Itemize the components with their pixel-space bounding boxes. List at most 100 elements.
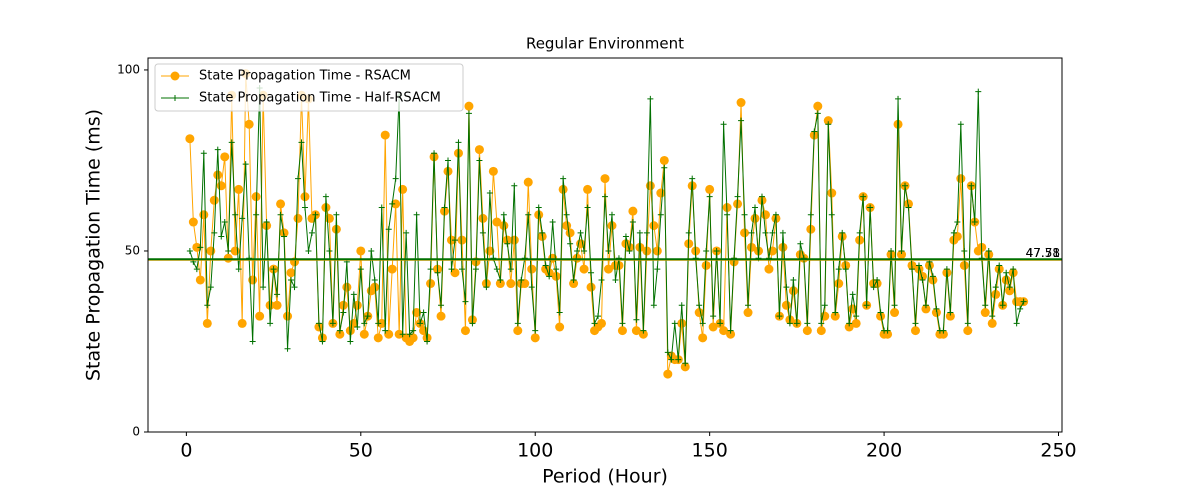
- marker: [938, 329, 948, 339]
- marker: [336, 327, 343, 334]
- marker: [645, 181, 655, 191]
- chart-title: Regular Environment: [526, 35, 684, 53]
- marker: [891, 302, 898, 309]
- marker: [710, 313, 717, 320]
- marker: [823, 116, 833, 126]
- marker: [445, 157, 452, 164]
- marker: [980, 308, 990, 318]
- marker: [200, 150, 207, 157]
- marker: [703, 247, 710, 254]
- x-tick-label: 150: [692, 440, 728, 462]
- marker: [277, 211, 284, 218]
- marker: [357, 266, 364, 273]
- marker: [720, 121, 727, 128]
- marker: [455, 139, 462, 146]
- marker: [1013, 320, 1020, 327]
- marker: [206, 246, 216, 256]
- marker: [694, 308, 704, 318]
- marker: [968, 182, 975, 189]
- x-tick-label: 250: [1040, 440, 1076, 462]
- marker: [989, 313, 996, 320]
- marker: [192, 242, 202, 252]
- marker: [919, 276, 926, 283]
- marker: [483, 284, 490, 291]
- marker: [586, 282, 596, 292]
- marker: [359, 329, 369, 339]
- marker: [912, 320, 919, 327]
- marker: [867, 204, 874, 211]
- marker: [291, 284, 298, 291]
- marker: [577, 229, 584, 236]
- marker: [223, 253, 233, 263]
- marker: [193, 266, 200, 273]
- marker: [608, 211, 615, 218]
- marker: [860, 193, 867, 200]
- marker: [495, 279, 505, 289]
- marker: [1003, 269, 1010, 276]
- marker: [450, 268, 460, 278]
- marker: [551, 271, 561, 281]
- y-axis-label: State Propagation Time (ms): [83, 109, 105, 381]
- marker: [830, 311, 840, 321]
- marker: [626, 247, 633, 254]
- mean-label: 47.71: [1026, 246, 1060, 260]
- marker: [661, 164, 668, 171]
- y-tick-label: 50: [125, 243, 140, 257]
- marker: [539, 229, 546, 236]
- marker: [204, 302, 211, 309]
- marker: [664, 349, 671, 356]
- marker: [213, 170, 223, 180]
- marker: [776, 313, 783, 320]
- marker: [474, 145, 484, 155]
- marker: [378, 204, 385, 211]
- marker: [380, 130, 390, 140]
- x-tick-label: 0: [180, 440, 192, 462]
- marker: [274, 291, 281, 298]
- marker: [954, 219, 961, 226]
- marker: [943, 266, 950, 273]
- series: [186, 85, 1027, 367]
- legend-label: State Propagation Time - Half-RSACM: [199, 91, 441, 106]
- marker: [636, 229, 643, 236]
- marker: [842, 266, 849, 273]
- x-axis-label: Period (Hour): [542, 466, 668, 486]
- marker: [504, 240, 511, 247]
- marker: [629, 219, 636, 226]
- marker: [263, 219, 270, 226]
- marker: [945, 311, 955, 321]
- marker: [772, 211, 779, 218]
- marker: [736, 98, 746, 108]
- plot-frame: [147, 57, 1063, 433]
- marker: [549, 219, 556, 226]
- marker: [835, 266, 842, 273]
- marker: [745, 302, 752, 309]
- marker: [371, 276, 378, 283]
- marker: [370, 282, 380, 292]
- marker: [553, 266, 560, 273]
- marker: [242, 161, 249, 168]
- marker: [427, 266, 434, 273]
- marker: [786, 320, 793, 327]
- marker: [987, 318, 997, 328]
- marker: [652, 246, 662, 256]
- marker: [528, 284, 535, 291]
- marker: [741, 211, 748, 218]
- marker: [272, 300, 282, 310]
- marker: [237, 318, 247, 328]
- marker: [657, 211, 664, 218]
- marker: [991, 289, 1001, 299]
- marker: [671, 320, 678, 327]
- marker: [520, 279, 530, 289]
- marker: [685, 229, 692, 236]
- marker: [689, 175, 696, 182]
- marker: [922, 302, 929, 309]
- marker: [678, 302, 685, 309]
- marker: [527, 264, 537, 274]
- marker: [740, 228, 750, 238]
- marker: [221, 219, 228, 226]
- marker: [603, 264, 613, 274]
- marker: [319, 338, 326, 345]
- marker: [293, 213, 303, 223]
- marker: [387, 264, 397, 274]
- marker: [403, 229, 410, 236]
